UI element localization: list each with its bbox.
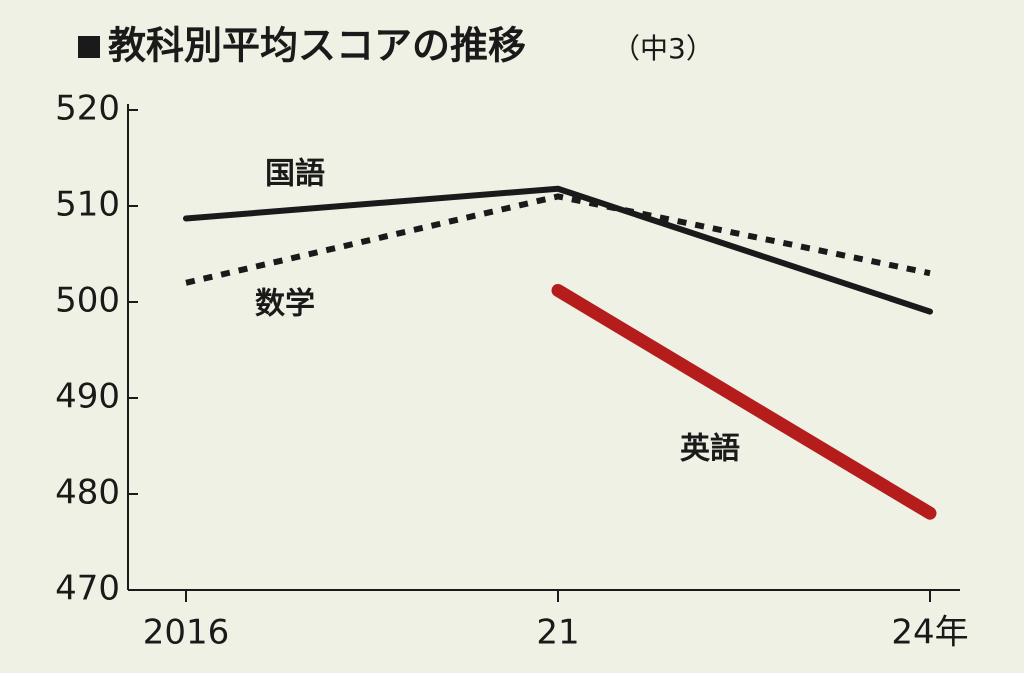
series-line <box>185 193 931 286</box>
chart-title: 教科別平均スコアの推移 <box>108 24 526 68</box>
y-tick-label: 480 <box>55 473 120 513</box>
series-label: 数学 <box>255 287 315 322</box>
series-label: 国語 <box>265 157 325 192</box>
y-tick-label: 490 <box>55 377 120 417</box>
series-label: 英語 <box>680 432 740 467</box>
y-tick-label: 520 <box>55 89 120 129</box>
title-marker <box>78 36 100 58</box>
x-tick-label: 21 <box>536 613 579 653</box>
series-line <box>183 185 933 315</box>
chart-subtitle: （中3） <box>612 32 714 65</box>
x-tick-label: 2016 <box>143 613 230 653</box>
series-line <box>551 283 937 520</box>
y-tick-label: 500 <box>55 281 120 321</box>
y-tick-label: 470 <box>55 569 120 609</box>
x-tick-label: 24年 <box>891 613 968 653</box>
y-tick-label: 510 <box>55 185 120 225</box>
